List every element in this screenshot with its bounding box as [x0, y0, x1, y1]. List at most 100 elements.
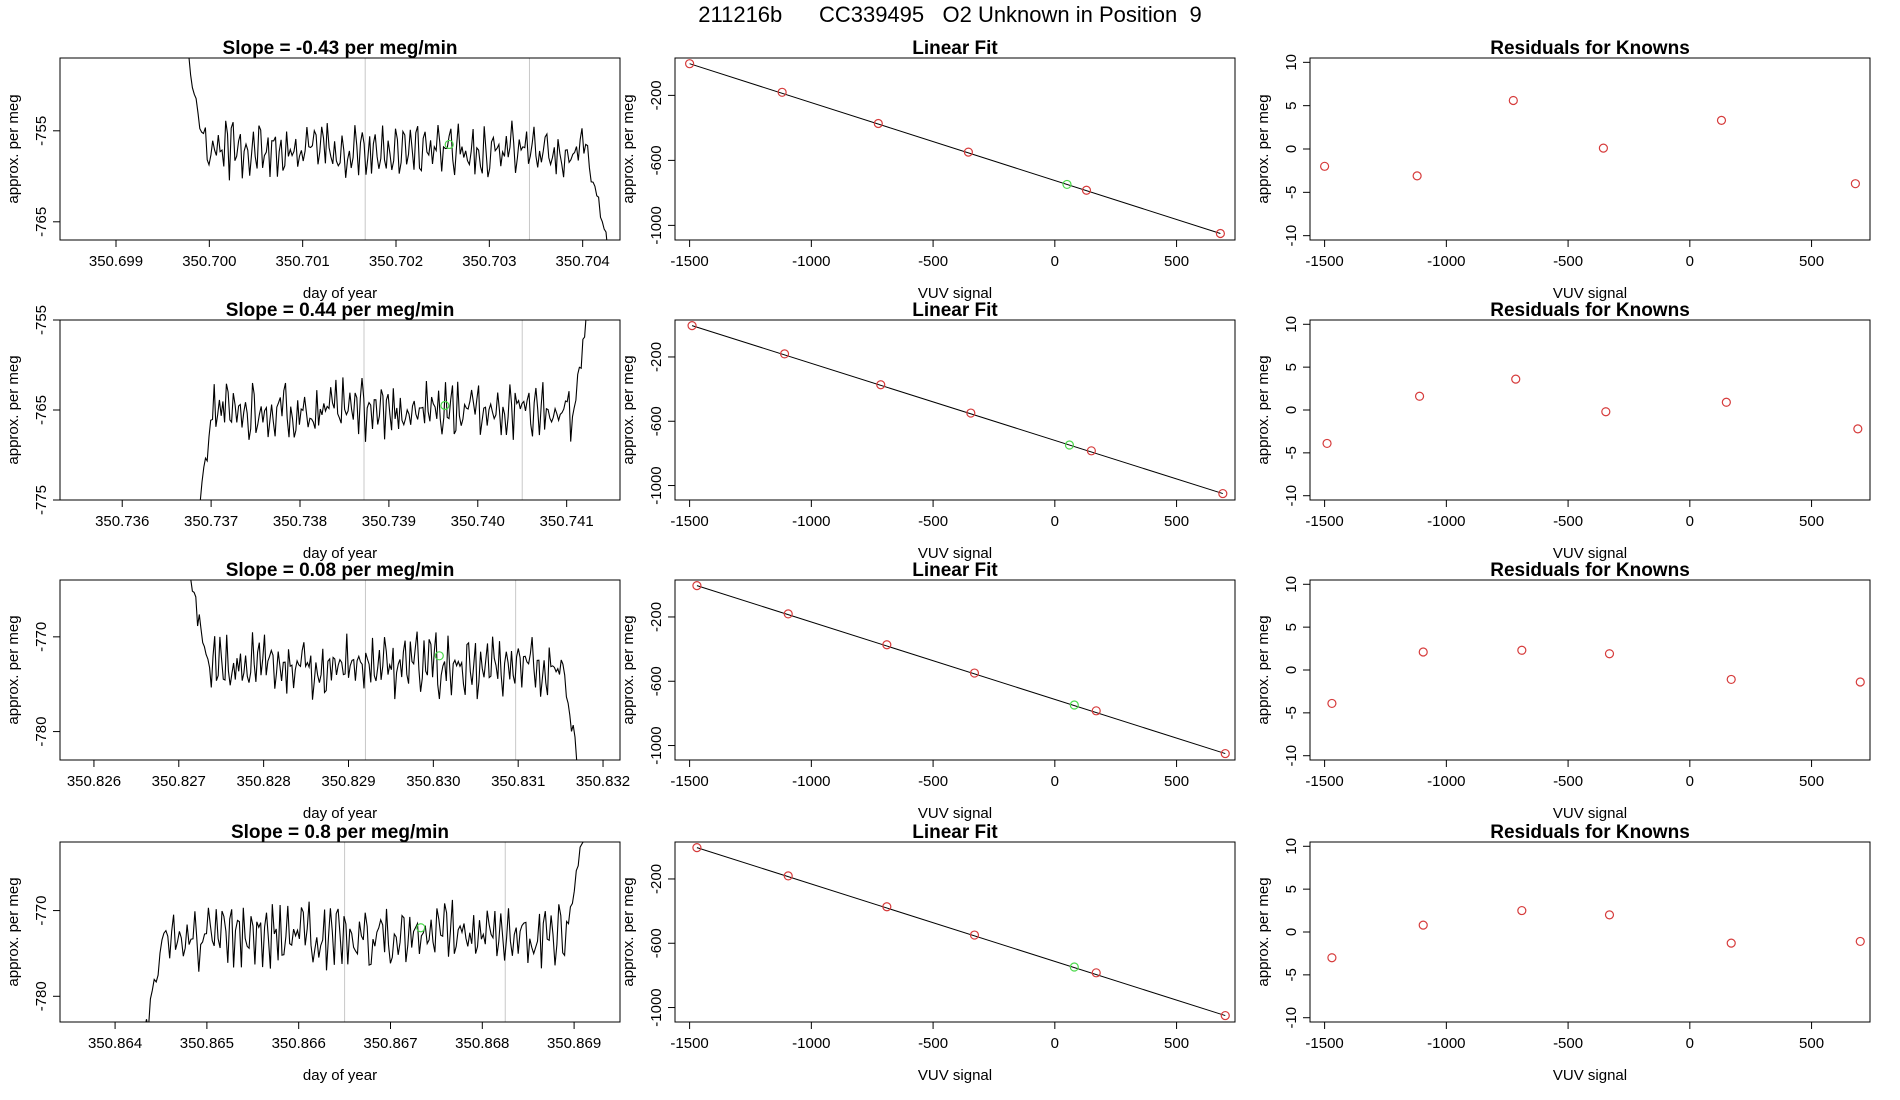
- x-tick-label: 350.831: [491, 773, 545, 790]
- x-tick-label: 350.739: [362, 513, 416, 530]
- x-tick-label: -1500: [670, 1035, 708, 1052]
- unknown-mean-point: [416, 923, 426, 933]
- y-tick-label: 10: [1283, 576, 1300, 593]
- chart-title: Residuals for Knowns: [1490, 300, 1690, 321]
- y-tick-label: -600: [648, 406, 665, 436]
- known-point: [969, 668, 980, 678]
- chart-panel: Slope = 0.08 per meg/min day of year appro…: [5, 560, 630, 822]
- known-point: [1721, 397, 1731, 407]
- y-tick-label: -1000: [648, 466, 665, 504]
- x-axis-label: day of year: [303, 805, 377, 822]
- y-tick-label: -770: [33, 622, 50, 652]
- x-tick-label: 0: [1051, 1035, 1059, 1052]
- y-tick-label: -780: [33, 981, 50, 1011]
- unknown-mean-point: [444, 139, 454, 150]
- known-point: [966, 408, 976, 418]
- x-tick-label: -1500: [1305, 513, 1343, 530]
- known-point: [1716, 115, 1727, 126]
- y-tick-label: -770: [33, 896, 50, 926]
- x-axis-label: day of year: [303, 285, 377, 302]
- x-axis-label: VUV signal: [1553, 545, 1627, 562]
- chart-title: Residuals for Knowns: [1490, 560, 1690, 581]
- x-tick-label: -500: [918, 773, 948, 790]
- y-tick-label: -600: [648, 928, 665, 958]
- x-tick-label: -1000: [1427, 513, 1465, 530]
- known-point: [1091, 706, 1101, 716]
- y-axis-label: approx. per meg: [1255, 355, 1272, 464]
- x-tick-label: 0: [1051, 513, 1059, 530]
- x-tick-label: 350.700: [182, 253, 236, 270]
- y-tick-label: -10: [1283, 485, 1300, 507]
- x-tick-label: -1000: [1427, 1035, 1465, 1052]
- y-tick-label: -600: [648, 145, 665, 175]
- x-tick-label: 350.865: [180, 1035, 234, 1052]
- y-tick-label: -5: [1283, 968, 1300, 981]
- plot-frame: [1309, 579, 1871, 761]
- x-tick-label: 500: [1799, 1035, 1824, 1052]
- x-tick-label: 350.869: [547, 1035, 601, 1052]
- plot-frame: [674, 57, 1236, 241]
- known-point: [1218, 488, 1228, 499]
- known-point: [1855, 677, 1865, 687]
- known-point: [1604, 649, 1615, 659]
- unknown-point: [1062, 179, 1072, 190]
- x-tick-label: 350.702: [369, 253, 423, 270]
- x-tick-label: 350.701: [276, 253, 330, 270]
- fit-line: [696, 585, 1226, 755]
- known-point: [1322, 438, 1332, 449]
- known-point: [1850, 179, 1860, 189]
- y-tick-label: -755: [33, 305, 50, 335]
- y-tick-label: -765: [33, 207, 50, 237]
- x-tick-label: 500: [1164, 253, 1189, 270]
- plot-frame: [674, 319, 1236, 501]
- x-tick-label: 0: [1686, 773, 1694, 790]
- x-axis-label: VUV signal: [1553, 805, 1627, 822]
- x-tick-label: -500: [1553, 253, 1583, 270]
- plot-frame: [1309, 319, 1871, 501]
- x-tick-label: -1500: [1305, 773, 1343, 790]
- x-tick-label: 0: [1051, 773, 1059, 790]
- y-axis-label: approx. per meg: [5, 877, 22, 986]
- y-tick-label: -200: [648, 864, 665, 894]
- x-axis-label: VUV signal: [1553, 285, 1627, 302]
- y-tick-label: -765: [33, 395, 50, 425]
- x-tick-label: 350.866: [272, 1035, 326, 1052]
- x-tick-label: 500: [1799, 773, 1824, 790]
- unknown-point: [1069, 700, 1079, 710]
- chart-title: Linear Fit: [912, 300, 998, 321]
- x-tick-label: -1000: [1427, 773, 1465, 790]
- x-tick-label: -1500: [670, 253, 708, 270]
- known-point: [1215, 228, 1225, 239]
- known-point: [882, 902, 892, 912]
- x-tick-label: 350.864: [88, 1035, 142, 1052]
- chart-panel: Residuals for Knowns VUV signal approx. pe…: [1255, 560, 1871, 822]
- x-tick-label: -500: [1553, 1035, 1583, 1052]
- x-tick-label: 350.828: [237, 773, 291, 790]
- known-point: [1412, 171, 1422, 181]
- y-axis-label: approx. per meg: [1255, 615, 1272, 724]
- chart-panel: Linear Fit VUV signal approx. per meg -1500…: [620, 560, 1236, 822]
- chart-title: Slope = -0.43 per meg/min: [223, 38, 458, 59]
- x-tick-label: 350.704: [556, 253, 610, 270]
- known-point: [1604, 910, 1615, 920]
- x-tick-label: 0: [1686, 253, 1694, 270]
- known-point: [1601, 407, 1611, 417]
- x-tick-label: 350.703: [462, 253, 516, 270]
- y-tick-label: 5: [1283, 363, 1300, 371]
- known-point: [1327, 698, 1337, 709]
- known-point: [692, 843, 702, 853]
- plot-frame: [1309, 57, 1871, 241]
- x-tick-label: -500: [918, 1035, 948, 1052]
- chart-panel: Residuals for Knowns VUV signal approx. pe…: [1255, 38, 1871, 302]
- signal-trace: [145, 842, 584, 1022]
- known-point: [1517, 905, 1527, 916]
- known-point: [1511, 374, 1521, 384]
- x-tick-label: 350.740: [451, 513, 505, 530]
- x-tick-label: -500: [1553, 773, 1583, 790]
- chart-panel: Slope = 0.44 per meg/min day of year appro…: [5, 300, 621, 562]
- x-tick-label: 350.699: [89, 253, 143, 270]
- unknown-mean-point: [440, 400, 450, 411]
- y-tick-label: 5: [1283, 101, 1300, 109]
- x-tick-label: 0: [1051, 253, 1059, 270]
